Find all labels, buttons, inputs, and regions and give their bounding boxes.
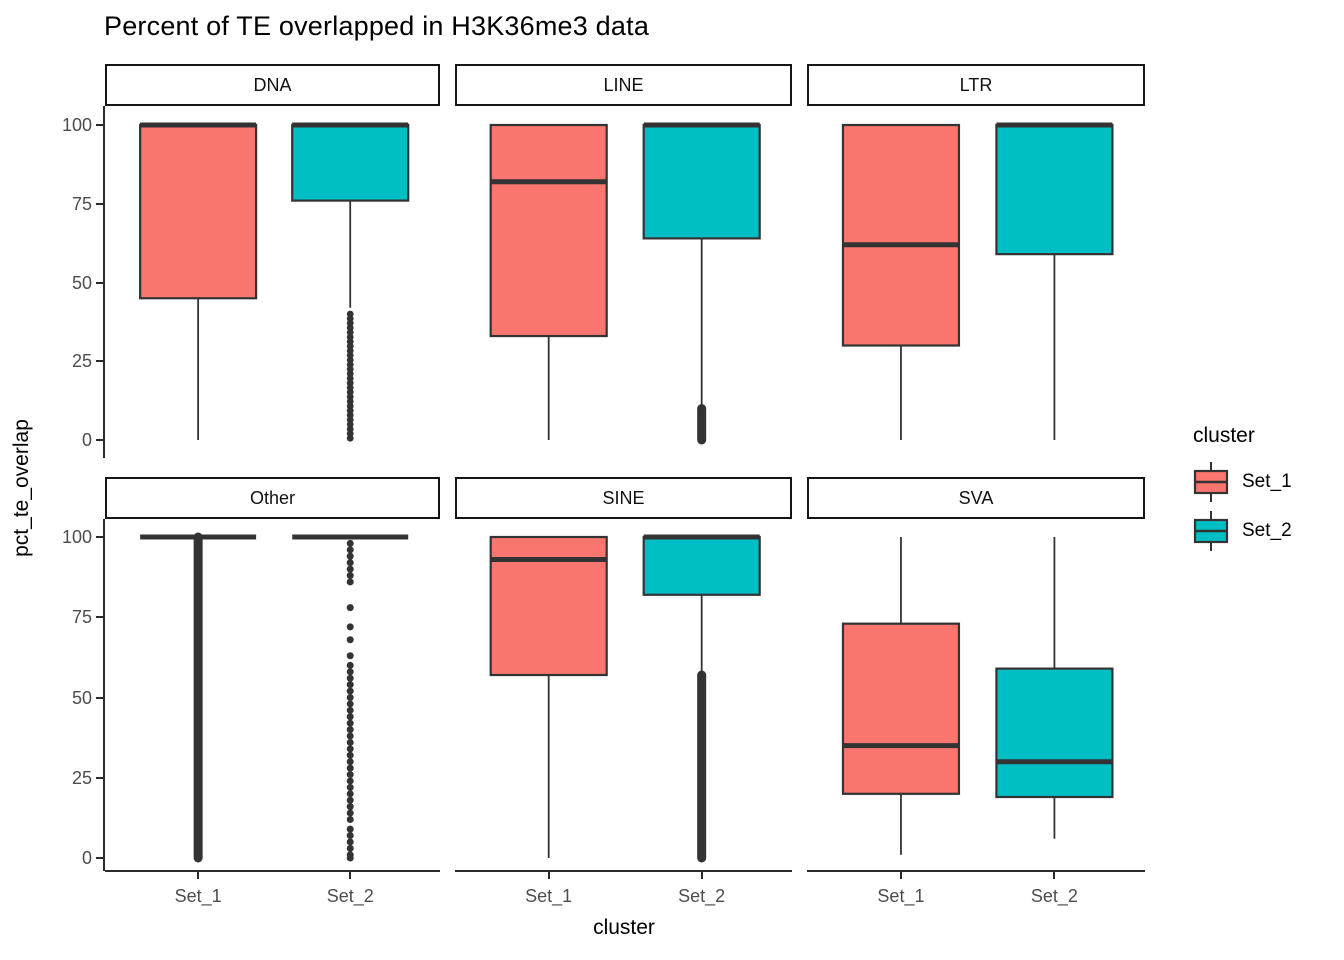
legend-label: Set_2	[1242, 520, 1292, 541]
facet-panel-other	[140, 532, 409, 863]
x-tick	[700, 872, 703, 879]
y-tick-label: 100	[61, 527, 92, 547]
y-tick	[96, 360, 103, 363]
y-tick-label: 50	[71, 687, 92, 708]
legend-entry-set_1: Set_1	[1193, 460, 1292, 504]
x-tick	[1053, 872, 1056, 879]
facet-strip-line: LINE	[455, 64, 792, 106]
facet-strip-dna: DNA	[105, 64, 440, 106]
x-tick	[899, 872, 902, 879]
facet-strip-sine: SINE	[455, 477, 792, 519]
legend-title: cluster	[1193, 424, 1255, 447]
y-tick	[96, 202, 103, 205]
x-tick	[547, 872, 550, 879]
legend-label: Set_1	[1242, 471, 1292, 492]
y-tick-label: 25	[71, 351, 92, 372]
chart-title: Percent of TE overlapped in H3K36me3 dat…	[104, 11, 650, 41]
y-axis-line	[103, 519, 105, 871]
y-tick-label: 0	[81, 848, 92, 868]
legend: cluster Set_1 Set_2	[1193, 424, 1292, 558]
facet-panel-dna	[139, 122, 410, 442]
y-tick	[96, 696, 103, 699]
legend-key-set_1	[1193, 462, 1229, 502]
x-tick-label: Set_2	[326, 886, 374, 906]
y-tick	[96, 281, 103, 284]
x-tick-label: Set_2	[678, 886, 726, 906]
facet-strip-sva: SVA	[807, 477, 1145, 519]
y-tick	[96, 439, 103, 441]
legend-entries: Set_1 Set_2	[1193, 460, 1292, 553]
facet-panel-sine	[489, 534, 761, 863]
y-tick	[96, 536, 103, 538]
legend-entry-set_2: Set_2	[1193, 509, 1292, 553]
facet-panel-ltr	[841, 122, 1114, 440]
y-tick-label: 75	[71, 193, 92, 214]
x-tick-label: Set_1	[174, 886, 222, 906]
y-tick	[96, 857, 103, 859]
y-tick-label: 75	[71, 607, 92, 628]
y-tick-label: 100	[61, 115, 92, 135]
y-tick	[96, 616, 103, 619]
facet-panel-line	[489, 122, 761, 445]
y-tick-label: 50	[71, 272, 92, 293]
y-axis-line	[103, 106, 105, 458]
x-tick-label: Set_2	[1030, 886, 1078, 906]
x-axis-line	[455, 870, 792, 872]
x-tick	[197, 872, 200, 879]
facet-panel-sva	[841, 537, 1114, 855]
y-axis-title: pct_te_overlap	[10, 419, 33, 557]
x-tick	[349, 872, 352, 879]
y-tick	[96, 124, 103, 126]
y-tick-label: 0	[81, 430, 92, 450]
x-tick-label: Set_1	[525, 886, 573, 906]
x-axis-title: cluster	[593, 916, 655, 939]
x-axis-line	[105, 870, 440, 872]
x-axis-line	[807, 870, 1145, 872]
x-tick-label: Set_1	[877, 886, 925, 906]
legend-key-set_2	[1193, 511, 1229, 551]
y-tick	[96, 776, 103, 779]
facet-strip-other: Other	[105, 477, 440, 519]
y-tick-label: 25	[71, 767, 92, 788]
facet-strip-ltr: LTR	[807, 64, 1145, 106]
